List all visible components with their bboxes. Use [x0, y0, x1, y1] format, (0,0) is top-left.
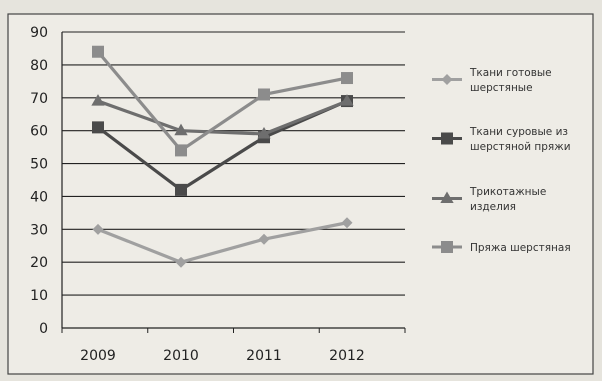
data-point-marker [92, 223, 104, 235]
legend-entry: Трикотажные изделия [432, 186, 546, 213]
y-tick-label: 50 [30, 157, 48, 173]
legend-entry: Пряжа шерстяная [432, 241, 571, 254]
data-point-marker [257, 126, 271, 139]
x-axis-tick-labels: 2009 2010 2011 2012 [80, 348, 365, 364]
data-point-marker [91, 94, 105, 106]
chart-frame [7, 13, 594, 375]
y-axis-tick-labels: 0 10 20 30 40 50 60 70 80 90 [30, 25, 48, 337]
data-point-marker [441, 132, 453, 145]
data-point-marker [258, 233, 270, 245]
data-point-marker [340, 94, 354, 106]
x-tick-label: 2011 [246, 348, 282, 364]
data-point-marker [441, 241, 453, 253]
data-point-marker [175, 256, 187, 268]
legend-label: шерстяные [470, 82, 533, 94]
x-tick-label: 2012 [329, 348, 365, 364]
data-point-marker [175, 183, 187, 196]
gridlines [62, 31, 405, 296]
data-point-marker [258, 88, 270, 101]
data-point-marker [341, 72, 353, 85]
legend-label: Пряжа шерстяная [470, 242, 571, 254]
series-0 [92, 217, 353, 268]
legend-label: шерстяной пряжи [470, 141, 571, 153]
legend-entry: Ткани суровые из шерстяной пряжи [432, 126, 571, 153]
legend: Ткани готовые шерстяные Ткани суровые из ше… [432, 67, 571, 254]
data-point-marker [341, 217, 353, 229]
data-point-marker [440, 191, 454, 204]
series-line [97, 221, 348, 264]
series-2 [91, 94, 354, 139]
y-tick-label: 70 [30, 91, 48, 107]
data-point-marker [175, 144, 187, 157]
legend-label: Трикотажные [469, 186, 546, 198]
legend-label: Ткани готовые [469, 67, 552, 79]
data-point-marker [92, 45, 104, 58]
series-3 [92, 45, 353, 157]
y-tick-label: 90 [30, 25, 48, 41]
series-line [96, 50, 348, 152]
y-tick-label: 10 [30, 288, 48, 304]
legend-label: изделия [470, 201, 516, 213]
y-tick-label: 20 [30, 255, 48, 271]
x-tick-label: 2009 [80, 348, 116, 364]
series-line [97, 99, 348, 136]
data-point-marker [174, 123, 188, 136]
data-point-marker [92, 121, 104, 134]
y-tick-label: 0 [39, 321, 48, 337]
y-tick-label: 60 [30, 124, 48, 140]
y-tick-label: 40 [30, 189, 48, 205]
data-series [91, 45, 354, 268]
legend-label: Ткани суровые из [469, 126, 568, 138]
y-tick-label: 30 [30, 222, 48, 238]
legend-entry: Ткани готовые шерстяные [432, 67, 552, 94]
x-tick-label: 2010 [163, 348, 199, 364]
axes [61, 32, 406, 333]
y-tick-label: 80 [30, 58, 48, 74]
data-point-marker [441, 74, 453, 85]
